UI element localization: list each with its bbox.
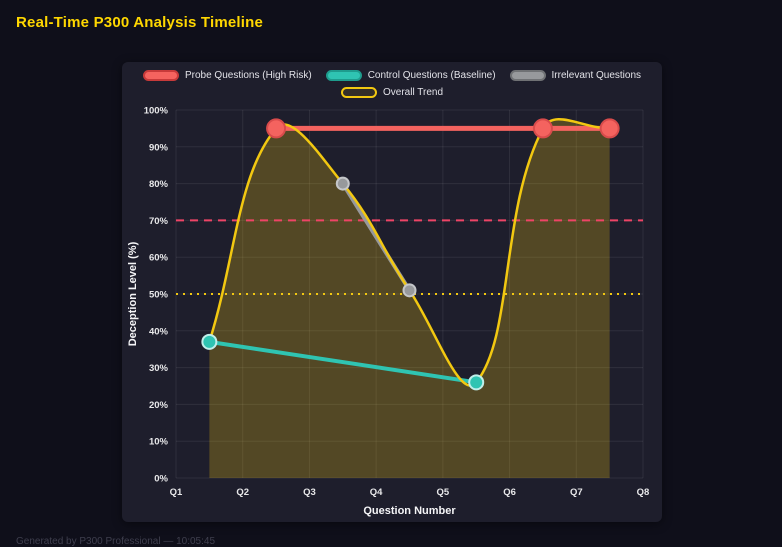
- x-tick-label: Q5: [437, 487, 450, 498]
- data-point-series-0: [266, 118, 287, 139]
- legend-swatch: [340, 87, 377, 98]
- x-tick-label: Q1: [170, 487, 183, 498]
- page-title: Real-Time P300 Analysis Timeline: [16, 14, 264, 31]
- y-axis-title: Deception Level (%): [127, 241, 139, 346]
- legend-item-1[interactable]: Control Questions (Baseline): [325, 70, 496, 81]
- p300-timeline-chart: 0% 10% 20% 30% 40% 50% 60% 70% 80% 90% 100% Q1 Q2 Q3 Q…: [127, 106, 650, 518]
- chart-panel: Probe Questions (High Risk) Control Quest…: [122, 62, 662, 522]
- legend-label: Overall Trend: [382, 87, 444, 98]
- x-tick-label: Q3: [303, 487, 316, 498]
- legend-item-3[interactable]: Overall Trend: [340, 87, 444, 98]
- x-tick-label: Q4: [370, 487, 383, 498]
- y-tick-label: 80%: [149, 179, 169, 190]
- y-tick-label: 10%: [149, 437, 169, 448]
- data-point-series-0: [599, 118, 620, 139]
- legend-swatch: [325, 70, 362, 81]
- series-line-1: [207, 339, 479, 385]
- x-axis-title: Question Number: [363, 505, 456, 517]
- y-tick-label: 100%: [144, 106, 169, 117]
- trend-area-fill: [209, 119, 610, 478]
- x-tick-label: Q8: [637, 487, 650, 498]
- legend-label: Probe Questions (High Risk): [184, 70, 312, 81]
- y-tick-label: 20%: [149, 400, 169, 411]
- x-tick-label: Q7: [570, 487, 583, 498]
- y-tick-label: 40%: [149, 326, 169, 337]
- y-tick-label: 70%: [149, 216, 169, 227]
- legend-label: Irrelevant Questions: [551, 70, 642, 81]
- legend-swatch: [142, 70, 179, 81]
- y-tick-label: 60%: [149, 253, 169, 264]
- y-tick-label: 50%: [149, 290, 169, 301]
- legend-item-2[interactable]: Irrelevant Questions: [509, 70, 642, 81]
- y-tick-label: 30%: [149, 363, 169, 374]
- y-tick-label: 0%: [154, 474, 168, 485]
- y-tick-label: 90%: [149, 142, 169, 153]
- footer-note: Generated by P300 Professional — 10:05:4…: [16, 536, 216, 547]
- data-point-series-0: [532, 118, 553, 139]
- data-point-series-1: [468, 374, 485, 391]
- data-point-series-2: [335, 176, 350, 191]
- chart-legend: Probe Questions (High Risk) Control Quest…: [122, 70, 662, 98]
- x-tick-label: Q6: [503, 487, 516, 498]
- legend-swatch: [509, 70, 546, 81]
- legend-label: Control Questions (Baseline): [367, 70, 496, 81]
- legend-item-0[interactable]: Probe Questions (High Risk): [142, 70, 312, 81]
- data-point-series-2: [402, 283, 417, 298]
- data-point-series-1: [201, 333, 218, 350]
- x-tick-label: Q2: [236, 487, 249, 498]
